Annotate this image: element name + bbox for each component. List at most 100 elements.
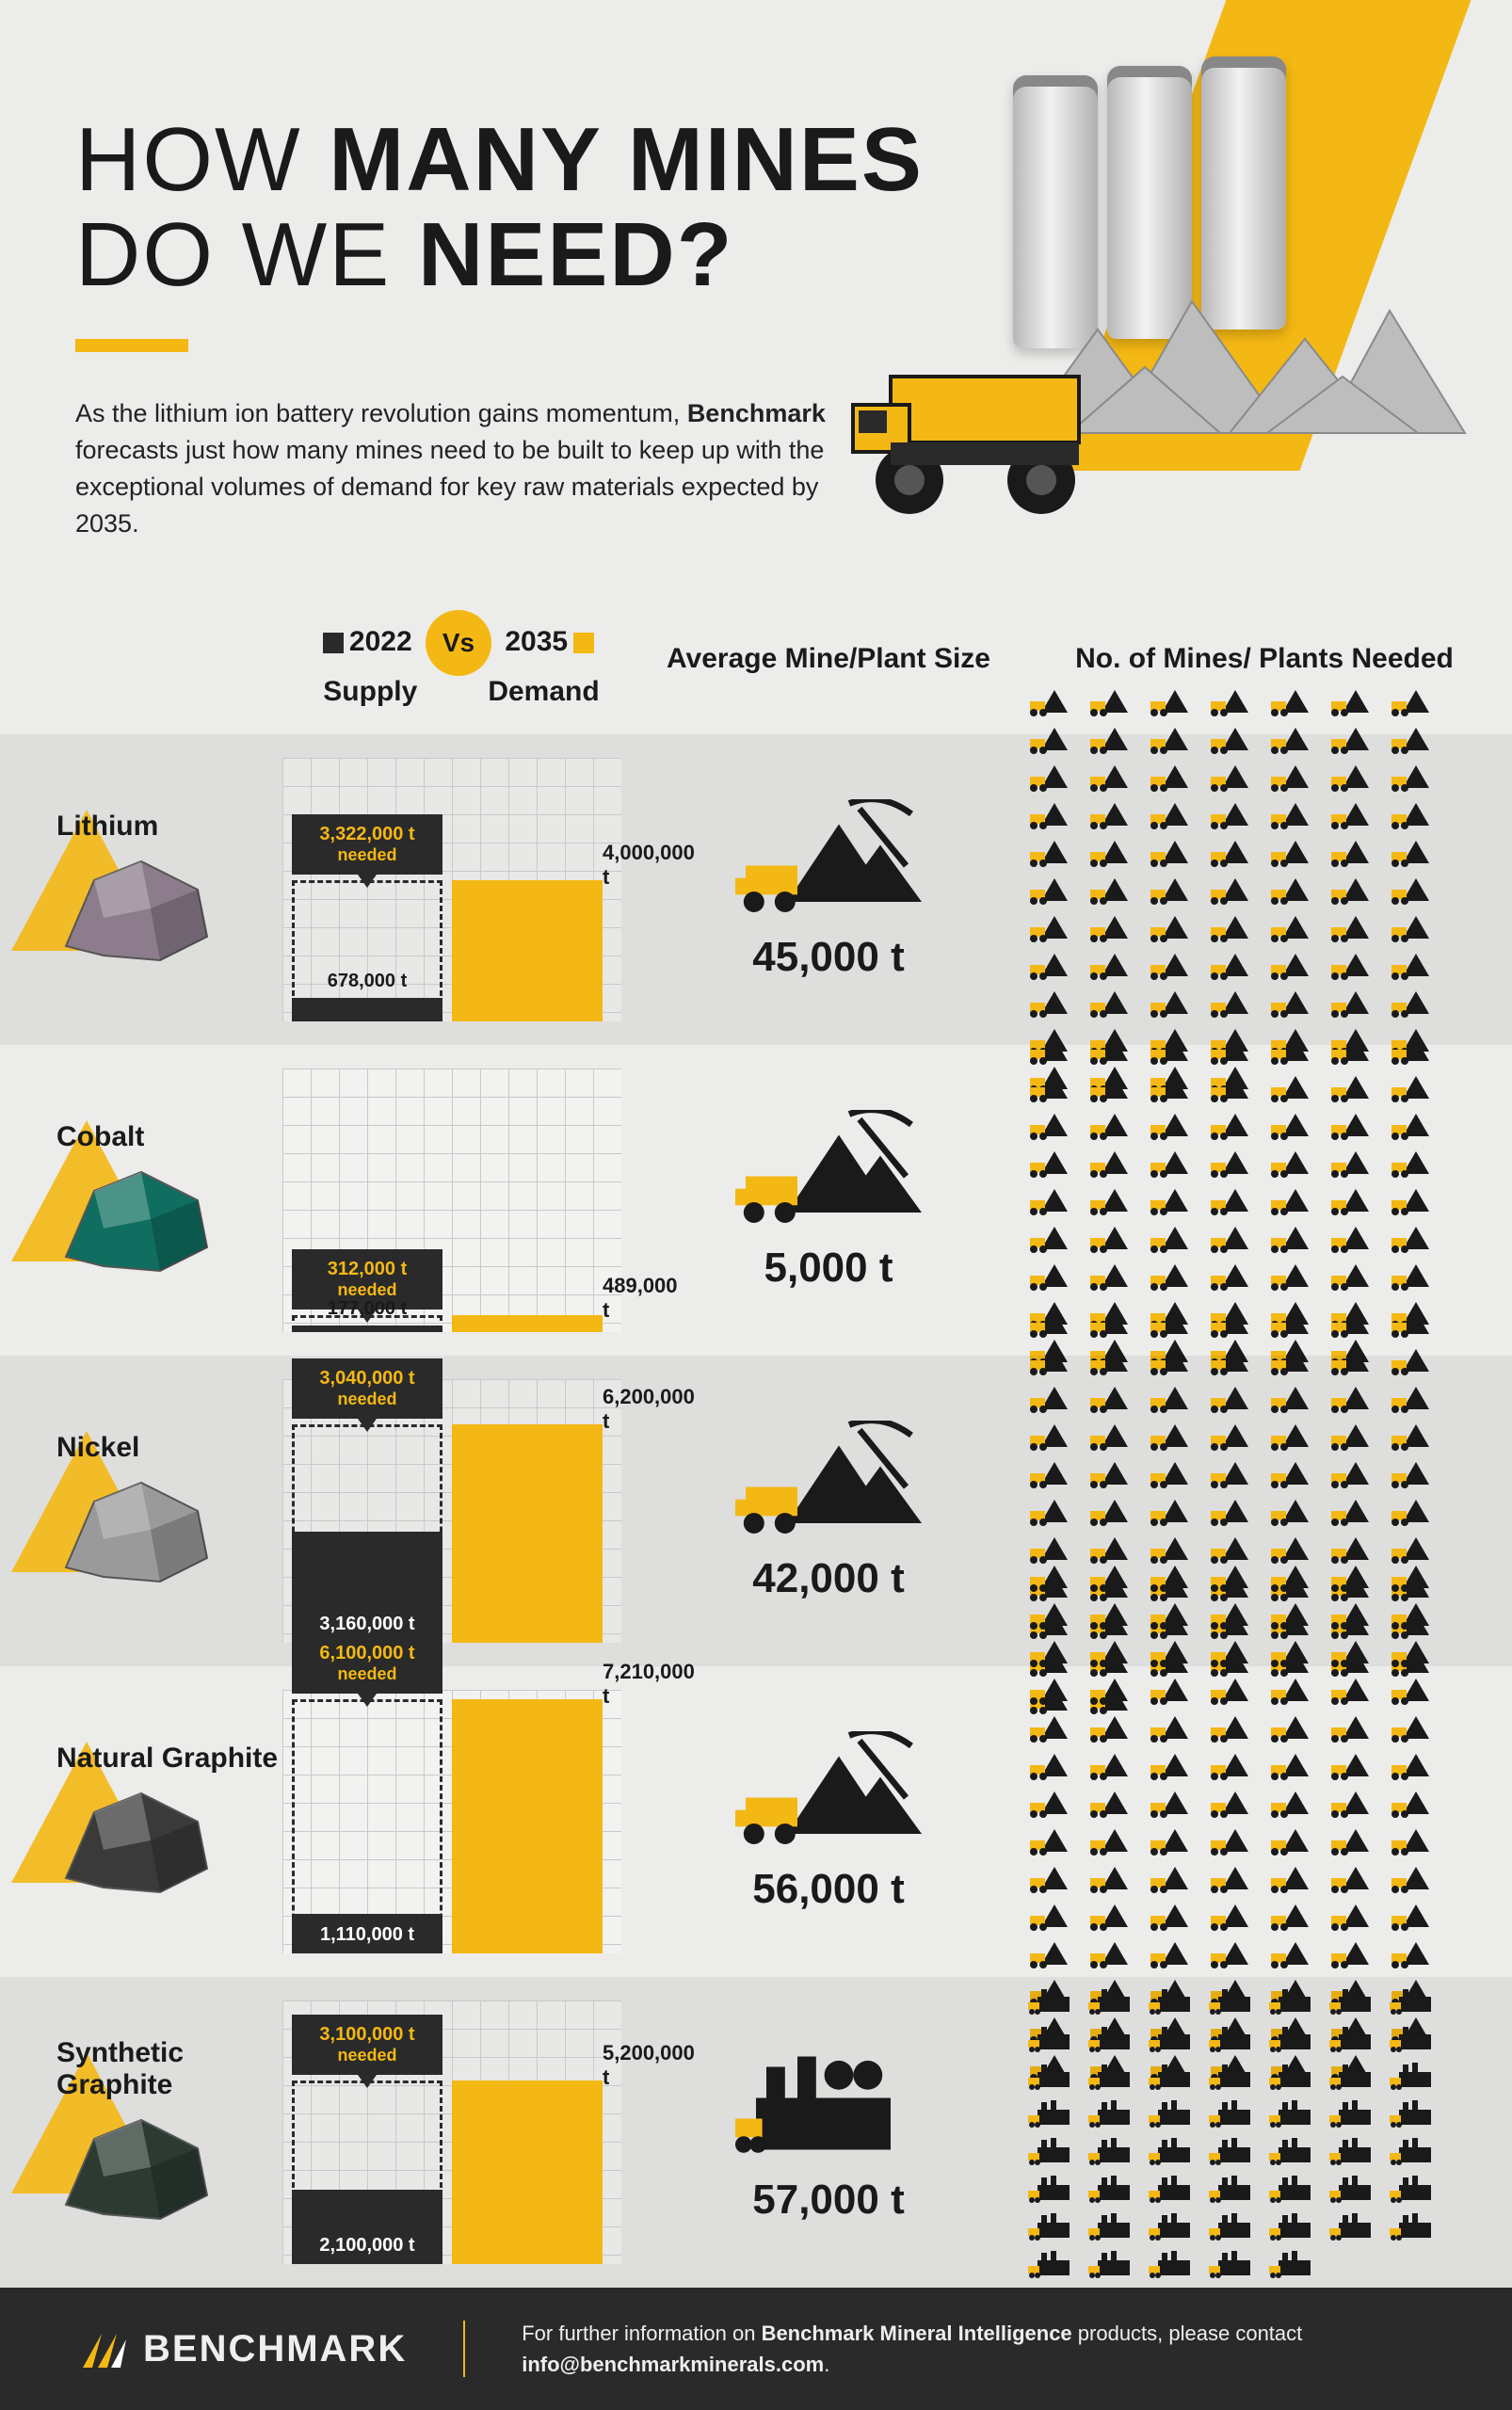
mini-mine-icon	[1388, 1383, 1439, 1413]
mini-mine-icon	[1327, 799, 1378, 829]
mini-mine-icon	[1147, 1938, 1198, 1968]
mini-mine-icon	[1086, 1185, 1137, 1215]
footer-email: info@benchmarkminerals.com	[522, 2353, 824, 2376]
mini-mine-icon	[1388, 1750, 1439, 1780]
mini-mine-icon	[1026, 799, 1077, 829]
supply-demand-chart: 3,100,000 tneeded 2,100,000 t 5,200,000 …	[282, 2000, 640, 2264]
title-part: DO WE	[75, 204, 418, 305]
mini-mine-icon	[1147, 1072, 1198, 1102]
mini-mine-icon	[1327, 875, 1378, 905]
mini-plant-icon	[1147, 2174, 1198, 2204]
mini-mine-icon	[1026, 875, 1077, 905]
mini-mine-icon	[1147, 988, 1198, 1018]
mini-mine-icon	[1086, 1599, 1137, 1630]
mini-mine-icon	[1086, 1562, 1137, 1592]
mini-mine-icon	[1026, 724, 1077, 754]
mini-mine-icon	[1147, 1825, 1198, 1856]
footer-text: For further information on Benchmark Min…	[522, 2318, 1302, 2380]
mini-mine-icon	[1086, 1261, 1137, 1291]
rock-image	[56, 1163, 217, 1276]
mini-mine-icon	[1147, 912, 1198, 942]
mini-mine-icon	[1147, 837, 1198, 867]
avg-size-value: 45,000 t	[640, 934, 1017, 981]
mini-plant-icon	[1207, 2023, 1258, 2053]
material-row: Lithium 3,322,000 tneeded 678,000 t 4,00…	[0, 734, 1512, 1045]
mini-plant-icon	[1388, 2098, 1439, 2129]
mini-mine-icon	[1207, 875, 1258, 905]
mini-mine-icon	[1388, 1599, 1439, 1630]
rock-image	[56, 852, 217, 965]
mini-mine-icon	[1327, 1421, 1378, 1451]
mini-mine-icon	[1327, 1345, 1378, 1375]
mini-plant-icon	[1026, 2136, 1077, 2166]
mini-mine-icon	[1388, 1261, 1439, 1291]
mine-icon	[725, 799, 932, 922]
mini-mine-icon	[1207, 1788, 1258, 1818]
mini-mine-icon	[1147, 1458, 1198, 1488]
mini-mine-icon	[1147, 1308, 1198, 1338]
supply-demand-chart: 6,100,000 tneeded 1,110,000 t 7,210,000 …	[282, 1690, 640, 1953]
material-cell: Synthetic Graphite	[0, 2037, 282, 2228]
mini-mine-icon	[1267, 1750, 1318, 1780]
mini-mine-icon	[1147, 1110, 1198, 1140]
mini-mine-icon	[1267, 1637, 1318, 1667]
mini-mine-icon	[1147, 1421, 1198, 1451]
mini-plant-icon	[1388, 1985, 1439, 2016]
demand-bar	[452, 1699, 603, 1953]
mini-mine-icon	[1086, 1035, 1137, 1065]
mini-plant-icon	[1147, 2098, 1198, 2129]
mini-plant-icon	[1388, 2136, 1439, 2166]
mini-mine-icon	[1147, 1496, 1198, 1526]
mini-mine-icon	[1086, 1383, 1137, 1413]
mini-mine-icon	[1026, 1750, 1077, 1780]
mine-icon	[725, 1421, 932, 1543]
mini-mine-icon	[1026, 1863, 1077, 1893]
mini-mine-icon	[1026, 1675, 1077, 1705]
mini-mine-icon	[1026, 1383, 1077, 1413]
mini-mine-icon	[1388, 1110, 1439, 1140]
mini-mine-icon	[1147, 1637, 1198, 1667]
demand-bar	[452, 880, 603, 1021]
mini-mine-icon	[1207, 1712, 1258, 1743]
mini-mine-icon	[1026, 1223, 1077, 1253]
mini-mine-icon	[1147, 1383, 1198, 1413]
mini-mine-icon	[1327, 837, 1378, 867]
mini-mine-icon	[1267, 1223, 1318, 1253]
mini-mine-icon	[1026, 1788, 1077, 1818]
rock-image	[56, 2111, 217, 2224]
mini-mine-icon	[1388, 912, 1439, 942]
material-cell: Lithium	[0, 811, 282, 970]
mine-icon	[725, 1110, 932, 1232]
legend-header: 2022 Vs 2035 Supply Demand	[282, 610, 640, 708]
mines-needed-cell	[1017, 1967, 1512, 2298]
avg-size-cell: 5,000 t	[640, 1110, 1017, 1292]
mini-mine-icon	[1388, 1345, 1439, 1375]
mini-mine-icon	[1388, 988, 1439, 1018]
mini-plant-icon	[1147, 2211, 1198, 2241]
mini-mine-icon	[1327, 1825, 1378, 1856]
supply-bar	[292, 998, 442, 1021]
mini-mine-icon	[1207, 1035, 1258, 1065]
avg-size-value: 5,000 t	[640, 1245, 1017, 1292]
mini-mine-icon	[1327, 1788, 1378, 1818]
mini-mine-icon	[1388, 1637, 1439, 1667]
col-header-mines: No. of Mines/ Plants Needed	[1017, 643, 1512, 675]
mini-mine-icon	[1086, 950, 1137, 980]
legend-swatch-supply	[323, 633, 344, 653]
mini-mine-icon	[1267, 1863, 1318, 1893]
mini-plant-icon	[1026, 2174, 1077, 2204]
mini-mine-icon	[1267, 1901, 1318, 1931]
mini-mine-icon	[1026, 1072, 1077, 1102]
mini-mine-icon	[1026, 1599, 1077, 1630]
material-name: Synthetic Graphite	[56, 2037, 282, 2101]
title-part-bold: MANY MINES	[329, 109, 924, 210]
mini-plant-icon	[1267, 2249, 1318, 2279]
mini-mine-icon	[1147, 875, 1198, 905]
supply-label: 678,000 t	[292, 971, 442, 992]
mini-plant-icon	[1207, 2211, 1258, 2241]
mini-mine-icon	[1026, 1562, 1077, 1592]
mini-mine-icon	[1267, 1148, 1318, 1178]
mining-truck-image	[834, 339, 1117, 518]
mini-plant-icon	[1327, 2098, 1378, 2129]
mini-mine-icon	[1267, 1938, 1318, 1968]
